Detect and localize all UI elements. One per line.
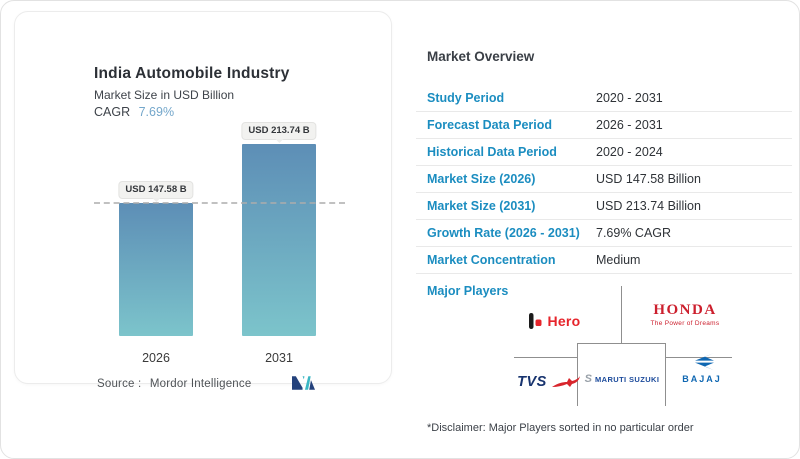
bar-value-label-2026: USD 147.58 B [118,181,194,199]
row-value: 2020 - 2024 [596,145,663,159]
connector-box-left [577,343,578,406]
axis-label-2026: 2026 [142,351,170,365]
maruti-suzuki-wordmark: MARUTI SUZUKI [594,374,660,384]
bajaj-logo: BAJAJ [677,352,727,384]
bajaj-wordmark: BAJAJ [682,374,722,384]
table-row: Market Size (2031) USD 213.74 Billion [416,193,792,220]
market-overview-heading: Market Overview [427,49,535,64]
table-row: Forecast Data Period 2026 - 2031 [416,112,792,139]
connector-box-right [665,343,666,406]
source-name: Mordor Intelligence [149,378,252,390]
table-row: Market Concentration Medium [416,247,792,274]
chart-card: India Automobile Industry Market Size in… [14,11,392,390]
honda-logo: HONDA The Power of Dreams [641,302,729,328]
row-value: Medium [596,253,641,267]
chart-subtitle: Market Size in USD Billion [94,88,235,102]
honda-wordmark: HONDA [653,302,717,318]
row-value: USD 213.74 Billion [596,199,701,213]
row-label: Historical Data Period [427,145,557,159]
honda-tagline: The Power of Dreams [650,320,720,327]
source-label: Source : [97,378,142,390]
row-value: 2026 - 2031 [596,118,663,132]
connector-box-top [577,343,666,344]
axis-label-2031: 2031 [265,351,293,365]
hero-logo: Hero [520,308,590,334]
suzuki-s-icon: S [584,372,592,385]
row-value: 7.69% CAGR [596,226,672,240]
overview-table: Study Period 2020 - 2031 Forecast Data P… [416,85,792,274]
cagr-row: CAGR 7.69% [94,105,174,119]
maruti-suzuki-logo: S MARUTI SUZUKI [584,370,660,388]
row-label: Market Concentration [427,253,556,267]
row-label: Market Size (2026) [427,172,536,186]
row-label: Forecast Data Period [427,118,553,132]
tvs-wordmark: TVS [517,374,547,390]
reference-dashed-line [94,202,345,204]
tvs-logo: TVS [509,369,589,395]
page-title: India Automobile Industry [94,65,290,82]
connector-line-vertical [621,286,622,343]
tvs-horse-icon [551,376,580,387]
major-players-label: Major Players [427,284,509,298]
hero-wordmark: Hero [547,313,581,329]
cagr-label: CAGR [94,105,131,119]
row-label: Study Period [427,91,505,105]
bar-2026 [119,203,193,336]
connector-line-left [514,357,577,358]
bar-2031 [242,144,316,336]
row-value: USD 147.58 Billion [596,172,701,186]
row-value: 2020 - 2031 [596,91,663,105]
disclaimer-text: *Disclaimer: Major Players sorted in no … [427,422,694,434]
table-row: Historical Data Period 2020 - 2024 [416,139,792,166]
table-row: Study Period 2020 - 2031 [416,85,792,112]
bajaj-mark-icon [694,353,714,371]
row-label: Market Size (2031) [427,199,536,213]
hero-mark-icon [529,313,542,329]
table-row: Market Size (2026) USD 147.58 Billion [416,166,792,193]
row-label: Growth Rate (2026 - 2031) [427,226,580,240]
connector-line-right [666,357,732,358]
table-row: Growth Rate (2026 - 2031) 7.69% CAGR [416,220,792,247]
bar-value-label-2031: USD 213.74 B [241,122,317,140]
source-row: Source : Mordor Intelligence [97,378,251,390]
mordor-intelligence-logo-icon [292,376,315,390]
cagr-value: 7.69% [138,105,175,119]
